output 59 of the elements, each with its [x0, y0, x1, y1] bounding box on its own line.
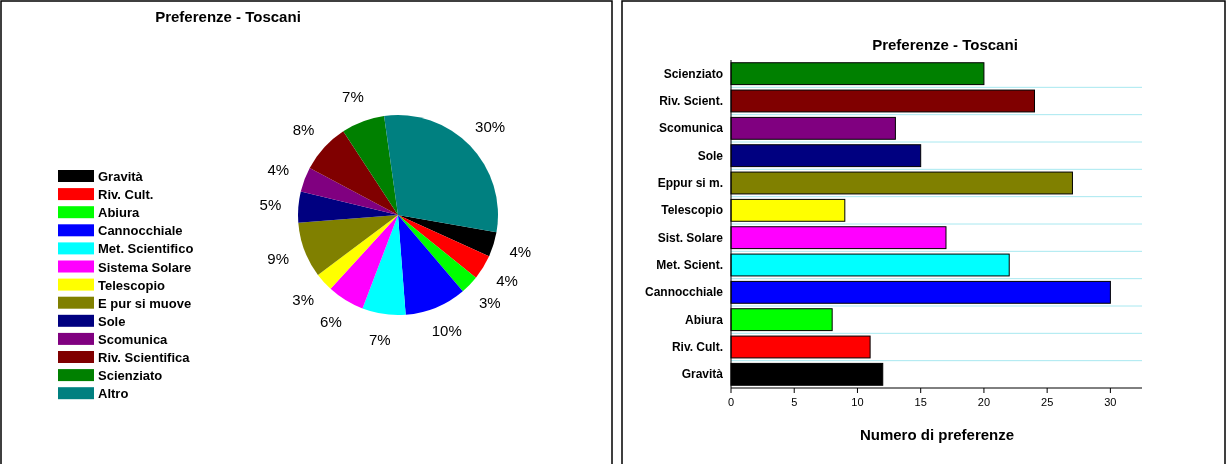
legend-label: Met. Scientifico [98, 241, 194, 257]
y-tick-label: Riv. Scient. [659, 94, 723, 108]
x-tick-label: 30 [1104, 396, 1117, 408]
data-label: 4% [267, 161, 290, 179]
chart-title: Preferenze - Toscani [872, 36, 1018, 53]
legend-label: Altro [98, 386, 129, 402]
pie-slice [343, 115, 398, 215]
y-tick-label: Riv. Cult. [671, 340, 723, 354]
x-tick-label: 5 [791, 396, 798, 408]
y-tick-label: Abiura [684, 312, 724, 327]
data-label: 30% [475, 118, 506, 136]
legend-label: Abiura [98, 205, 140, 221]
y-tick-label: Cannocchiale [644, 285, 724, 300]
legend-label: Gravità [98, 169, 144, 184]
x-tick-label: 0 [727, 396, 735, 408]
x-tick-label: 25 [1041, 396, 1054, 408]
data-label: 3% [478, 293, 501, 311]
pie-slice [398, 215, 463, 315]
y-tick-label: Sole [697, 148, 724, 163]
pie-slice [330, 215, 398, 309]
data-label: 4% [509, 243, 532, 261]
legend-label: E pur si muove [98, 295, 192, 311]
data-label: 7% [342, 88, 364, 106]
data-label: 8% [292, 121, 315, 139]
pie-slice [398, 215, 490, 278]
legend-label: Riv. Scientifica [98, 350, 191, 365]
x-tick-label: 10 [851, 396, 864, 408]
pie-slice [298, 215, 398, 275]
data-label: 3% [292, 290, 315, 308]
y-tick-label: Scomunica [658, 121, 724, 136]
pie-slice [300, 168, 398, 215]
data-label: 5% [259, 195, 282, 213]
pie-slice [362, 215, 406, 315]
data-label: 6% [320, 313, 342, 331]
y-tick-label: Eppur si m. [657, 176, 723, 190]
legend-label: Sole [98, 313, 126, 329]
data-label: 10% [431, 322, 462, 340]
pie-slice [398, 215, 497, 257]
legend-label: Scienziato [98, 368, 163, 384]
x-tick-label: 15 [914, 396, 927, 408]
legend-label: Riv. Cult. [98, 187, 154, 203]
pie-slice [317, 215, 398, 289]
legend-label: Telescopio [98, 277, 165, 293]
data-label: 9% [267, 250, 290, 268]
y-tick-label: Met. Scient. [656, 258, 723, 272]
x-tick-label: 20 [977, 396, 991, 408]
pie-slice [398, 215, 476, 292]
data-label: 4% [496, 272, 518, 290]
data-label: 7% [368, 330, 391, 348]
legend-label: Scomunica [98, 331, 169, 347]
chart-title: Preferenze - Toscani [155, 8, 301, 25]
y-tick-label: Sist. Solare [657, 230, 724, 245]
y-tick-label: Scienziato [663, 66, 723, 81]
legend-label: Cannocchiale [98, 223, 183, 239]
y-tick-label: Gravità [681, 367, 724, 382]
y-tick-label: Telescopio [661, 203, 723, 218]
legend-label: Sistema Solare [98, 259, 192, 275]
pie-slice [298, 191, 398, 223]
x-axis-title: Numero di preferenze [859, 426, 1015, 443]
